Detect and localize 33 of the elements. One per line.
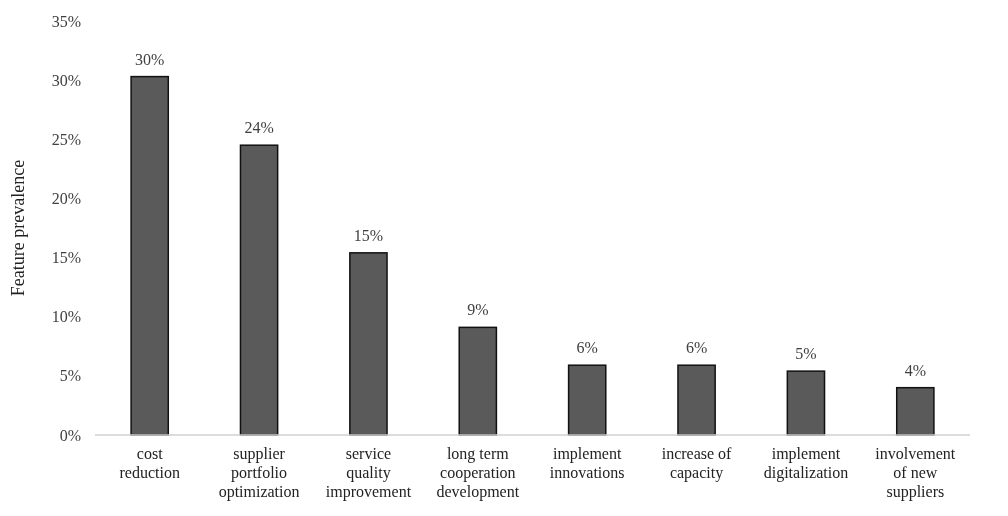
data-label: 5% xyxy=(795,345,817,363)
data-label: 6% xyxy=(576,339,598,357)
y-tick-label: 35% xyxy=(51,12,81,30)
y-axis-title: Feature prevalence xyxy=(8,159,28,297)
y-tick-label: 20% xyxy=(51,190,81,208)
data-label: 15% xyxy=(353,226,384,244)
y-tick-label: 10% xyxy=(51,308,81,326)
data-label: 30% xyxy=(135,50,165,68)
x-tick-label: long term cooperation development xyxy=(436,445,520,501)
y-tick-label: 15% xyxy=(51,249,81,267)
bar xyxy=(895,386,935,436)
y-tick-label: 5% xyxy=(59,367,81,385)
data-label: 4% xyxy=(904,361,926,379)
x-tick-label: implement digitalization xyxy=(763,445,849,482)
bar xyxy=(349,252,388,436)
y-tick-label: 0% xyxy=(59,426,81,444)
y-tick-label: 25% xyxy=(51,130,81,148)
data-label: 9% xyxy=(467,301,489,319)
bar xyxy=(567,364,607,436)
x-tick-label: increase of capacity xyxy=(661,445,733,482)
data-label: 24% xyxy=(244,119,274,137)
bar xyxy=(239,144,279,436)
bar xyxy=(677,364,716,436)
bar xyxy=(786,370,826,436)
x-tick-label: implement innovations xyxy=(549,445,625,481)
y-tick-label: 30% xyxy=(51,71,81,89)
x-tick-label: cost reduction xyxy=(119,445,180,481)
x-tick-label: supplier portfolio optimization xyxy=(218,445,300,501)
bar xyxy=(130,75,170,436)
data-label: 6% xyxy=(685,339,708,357)
x-tick-label: service quality improvement xyxy=(325,445,412,501)
bar xyxy=(458,326,498,436)
x-tick-label: involvement of new suppliers xyxy=(875,445,956,501)
